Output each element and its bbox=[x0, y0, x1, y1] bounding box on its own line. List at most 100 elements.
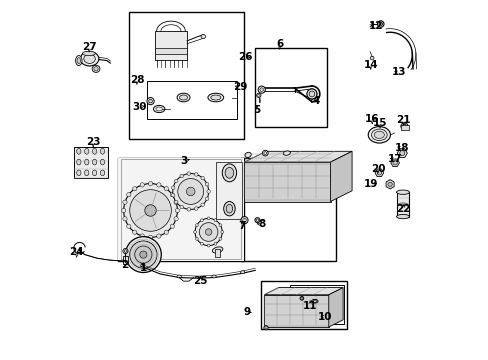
Text: 17: 17 bbox=[387, 154, 402, 164]
Circle shape bbox=[180, 174, 183, 178]
Circle shape bbox=[126, 224, 131, 229]
Text: 23: 23 bbox=[86, 137, 100, 147]
Circle shape bbox=[399, 150, 404, 156]
Circle shape bbox=[121, 208, 125, 213]
Bar bbox=[215, 249, 219, 257]
Bar bbox=[118, 158, 244, 261]
Bar bbox=[155, 48, 187, 54]
Text: 15: 15 bbox=[372, 118, 386, 128]
Ellipse shape bbox=[92, 148, 97, 154]
Ellipse shape bbox=[147, 98, 154, 105]
Bar bbox=[74, 147, 108, 178]
Circle shape bbox=[125, 237, 161, 273]
Circle shape bbox=[174, 200, 178, 204]
Bar bbox=[118, 158, 244, 261]
Bar bbox=[261, 281, 346, 329]
Circle shape bbox=[144, 205, 156, 216]
Bar bbox=[215, 162, 241, 220]
Ellipse shape bbox=[402, 125, 406, 128]
Circle shape bbox=[170, 224, 174, 229]
Polygon shape bbox=[244, 151, 351, 162]
Circle shape bbox=[174, 200, 178, 204]
Ellipse shape bbox=[378, 22, 382, 26]
Circle shape bbox=[195, 237, 198, 240]
Circle shape bbox=[194, 207, 198, 210]
Circle shape bbox=[200, 219, 203, 222]
Text: 9: 9 bbox=[243, 307, 250, 317]
Text: 14: 14 bbox=[363, 59, 377, 69]
Ellipse shape bbox=[242, 219, 246, 222]
Ellipse shape bbox=[80, 51, 99, 66]
Bar bbox=[123, 256, 128, 264]
Ellipse shape bbox=[77, 148, 81, 154]
Text: 24: 24 bbox=[69, 247, 84, 257]
Ellipse shape bbox=[373, 131, 384, 138]
Circle shape bbox=[205, 183, 208, 186]
Ellipse shape bbox=[92, 159, 97, 165]
Ellipse shape bbox=[122, 248, 128, 253]
Ellipse shape bbox=[100, 148, 104, 154]
Bar bbox=[255, 48, 326, 127]
Polygon shape bbox=[396, 149, 407, 157]
Ellipse shape bbox=[254, 218, 260, 223]
Text: 26: 26 bbox=[238, 52, 252, 62]
Ellipse shape bbox=[308, 91, 314, 97]
Bar bbox=[147, 81, 237, 119]
Text: 13: 13 bbox=[391, 67, 405, 77]
Circle shape bbox=[186, 172, 190, 175]
Circle shape bbox=[201, 176, 204, 180]
Circle shape bbox=[206, 190, 210, 193]
Ellipse shape bbox=[92, 170, 97, 176]
Bar bbox=[155, 31, 187, 60]
Ellipse shape bbox=[177, 275, 181, 278]
Text: 12: 12 bbox=[368, 21, 383, 31]
Ellipse shape bbox=[179, 95, 187, 100]
Ellipse shape bbox=[306, 89, 316, 99]
Polygon shape bbox=[244, 162, 330, 202]
Ellipse shape bbox=[177, 93, 190, 102]
Ellipse shape bbox=[82, 51, 95, 55]
Ellipse shape bbox=[241, 217, 247, 224]
Ellipse shape bbox=[260, 88, 263, 91]
Text: 4: 4 bbox=[312, 96, 319, 106]
Bar bbox=[396, 192, 408, 217]
Ellipse shape bbox=[244, 152, 251, 158]
Ellipse shape bbox=[371, 129, 386, 140]
Ellipse shape bbox=[77, 159, 81, 165]
Ellipse shape bbox=[262, 150, 267, 156]
Circle shape bbox=[219, 224, 222, 226]
Circle shape bbox=[122, 217, 127, 221]
Text: 18: 18 bbox=[394, 143, 409, 153]
Circle shape bbox=[219, 237, 222, 240]
Ellipse shape bbox=[283, 151, 290, 155]
Text: 20: 20 bbox=[370, 163, 385, 174]
Circle shape bbox=[170, 193, 174, 197]
Circle shape bbox=[174, 179, 178, 183]
Circle shape bbox=[171, 186, 175, 190]
Ellipse shape bbox=[222, 164, 236, 182]
Circle shape bbox=[126, 193, 131, 197]
Ellipse shape bbox=[256, 93, 261, 98]
Text: 19: 19 bbox=[364, 179, 378, 189]
Circle shape bbox=[129, 241, 157, 268]
Ellipse shape bbox=[201, 35, 205, 39]
Bar bbox=[400, 126, 408, 130]
Circle shape bbox=[221, 230, 223, 233]
Ellipse shape bbox=[83, 54, 95, 63]
Ellipse shape bbox=[223, 202, 235, 216]
Circle shape bbox=[201, 203, 204, 207]
Bar bbox=[290, 285, 344, 324]
Circle shape bbox=[122, 200, 127, 204]
Bar bbox=[241, 158, 335, 261]
Ellipse shape bbox=[94, 67, 98, 71]
Text: 22: 22 bbox=[396, 204, 410, 215]
Circle shape bbox=[392, 161, 396, 165]
Ellipse shape bbox=[77, 58, 81, 63]
Text: 27: 27 bbox=[82, 42, 96, 52]
Ellipse shape bbox=[400, 123, 407, 130]
Ellipse shape bbox=[311, 300, 317, 303]
Circle shape bbox=[140, 251, 147, 258]
Ellipse shape bbox=[396, 190, 408, 194]
Text: 10: 10 bbox=[318, 312, 332, 322]
Circle shape bbox=[140, 183, 144, 187]
